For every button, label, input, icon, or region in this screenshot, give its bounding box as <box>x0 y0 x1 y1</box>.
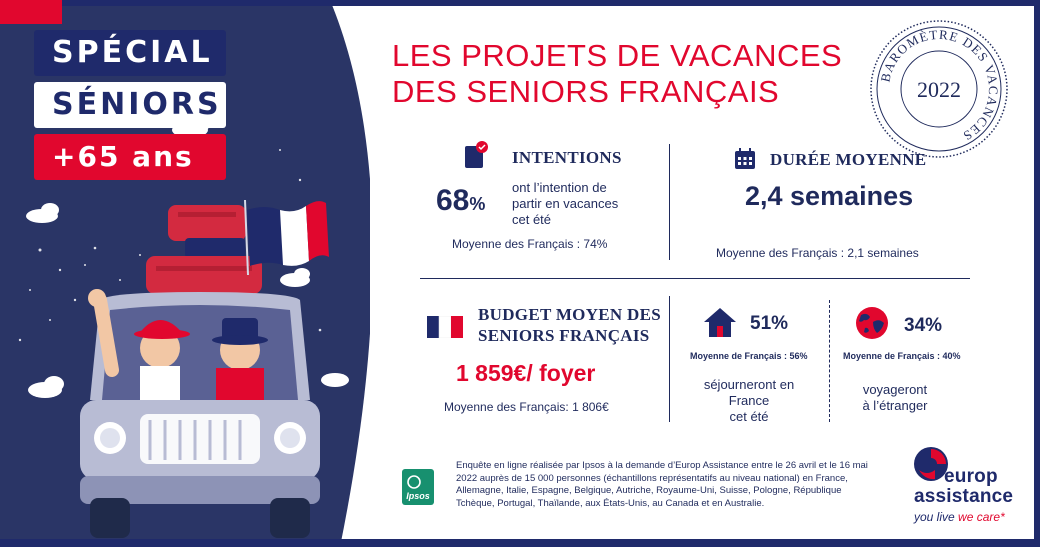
intentions-label: INTENTIONS <box>512 148 622 167</box>
budget-average: Moyenne des Français: 1 806€ <box>444 400 609 414</box>
tagline-we-care: we care <box>958 510 1001 524</box>
budget-label-2: SENIORS FRANÇAIS <box>478 326 650 345</box>
etranger-value: 34% <box>904 315 943 336</box>
page-title: LES PROJETS DE VACANCES DES SENIORS FRAN… <box>392 38 852 110</box>
border-right <box>1034 0 1040 547</box>
title-line-2: DES SENIORS FRANÇAIS <box>392 74 780 109</box>
globe-icon <box>856 307 888 339</box>
divider-horizontal <box>420 278 970 279</box>
intentions-average: Moyenne des Français : 74% <box>452 237 608 251</box>
illustration-panel: SPÉCIAL SÉNIORS +65 ans <box>0 0 370 547</box>
france-flag-icon <box>427 316 463 338</box>
survey-footnote: Enquête en ligne réalisée par Ipsos à la… <box>456 460 868 509</box>
intentions-desc-2: partir en vacances <box>512 196 619 211</box>
title-line-1: LES PROJETS DE VACANCES <box>392 38 843 73</box>
etranger-desc: voyageront à l’étranger <box>830 382 960 414</box>
barometre-seal: BAROMÈTRE DES VACANCES 2022 <box>868 18 1010 160</box>
europ-assistance-logo-icon <box>914 447 948 481</box>
house-icon <box>704 308 736 337</box>
budget-value: 1 859€/ foyer <box>456 360 596 386</box>
corner-accent <box>0 0 62 24</box>
france-average: Moyenne de Français : 56% <box>690 351 808 361</box>
france-value: 51% <box>750 313 789 334</box>
logo-word-europ: europ <box>944 466 998 487</box>
intentions-value: 68% <box>436 184 485 218</box>
seal-year: 2022 <box>917 77 961 102</box>
intentions-desc-3: cet été <box>512 212 552 227</box>
divider-dashed <box>829 300 830 422</box>
divider-vertical-top <box>669 144 670 260</box>
duree-value: 2,4 semaines <box>745 181 914 211</box>
etranger-desc-1: voyageront <box>862 382 928 397</box>
tagline-asterisk: * <box>1000 510 1005 524</box>
calendar-icon <box>735 148 755 169</box>
duree-label: DURÉE MOYENNE <box>770 150 927 169</box>
clipboard-check-icon <box>465 141 488 168</box>
france-desc-2: cet été <box>729 409 769 424</box>
duree-average: Moyenne des Français : 2,1 semaines <box>716 246 919 260</box>
tagline-you-live: you live <box>914 510 959 524</box>
border-bottom <box>0 539 1040 547</box>
logo-small-print: * Vous vivez, nous veillons <box>932 532 1003 538</box>
border-top <box>0 0 1040 6</box>
badge-special: SPÉCIAL <box>34 30 226 76</box>
logo-tagline: you live we care* <box>914 510 1005 524</box>
badge-age: +65 ans <box>34 134 226 180</box>
intentions-desc-1: ont l’intention de <box>512 180 607 195</box>
ipsos-label: Ipsos <box>406 491 430 501</box>
france-desc-1: séjourneront en France <box>703 377 795 408</box>
etranger-average: Moyenne de Français : 40% <box>843 351 961 361</box>
intentions-number: 68 <box>436 184 470 217</box>
intentions-desc: ont l’intention de partir en vacances ce… <box>512 180 618 228</box>
ipsos-logo: Ipsos <box>402 469 434 505</box>
divider-vertical-bottom <box>669 296 670 422</box>
budget-label: BUDGET MOYEN DES SENIORS FRANÇAIS <box>478 304 661 346</box>
badge-seniors: SÉNIORS <box>34 82 226 128</box>
budget-label-1: BUDGET MOYEN DES <box>478 305 662 324</box>
intentions-unit: % <box>469 194 486 214</box>
logo-word-assistance: assistance <box>914 486 1014 507</box>
etranger-desc-2: à l’étranger <box>862 398 928 413</box>
france-desc: séjourneront en France cet été <box>684 377 814 425</box>
